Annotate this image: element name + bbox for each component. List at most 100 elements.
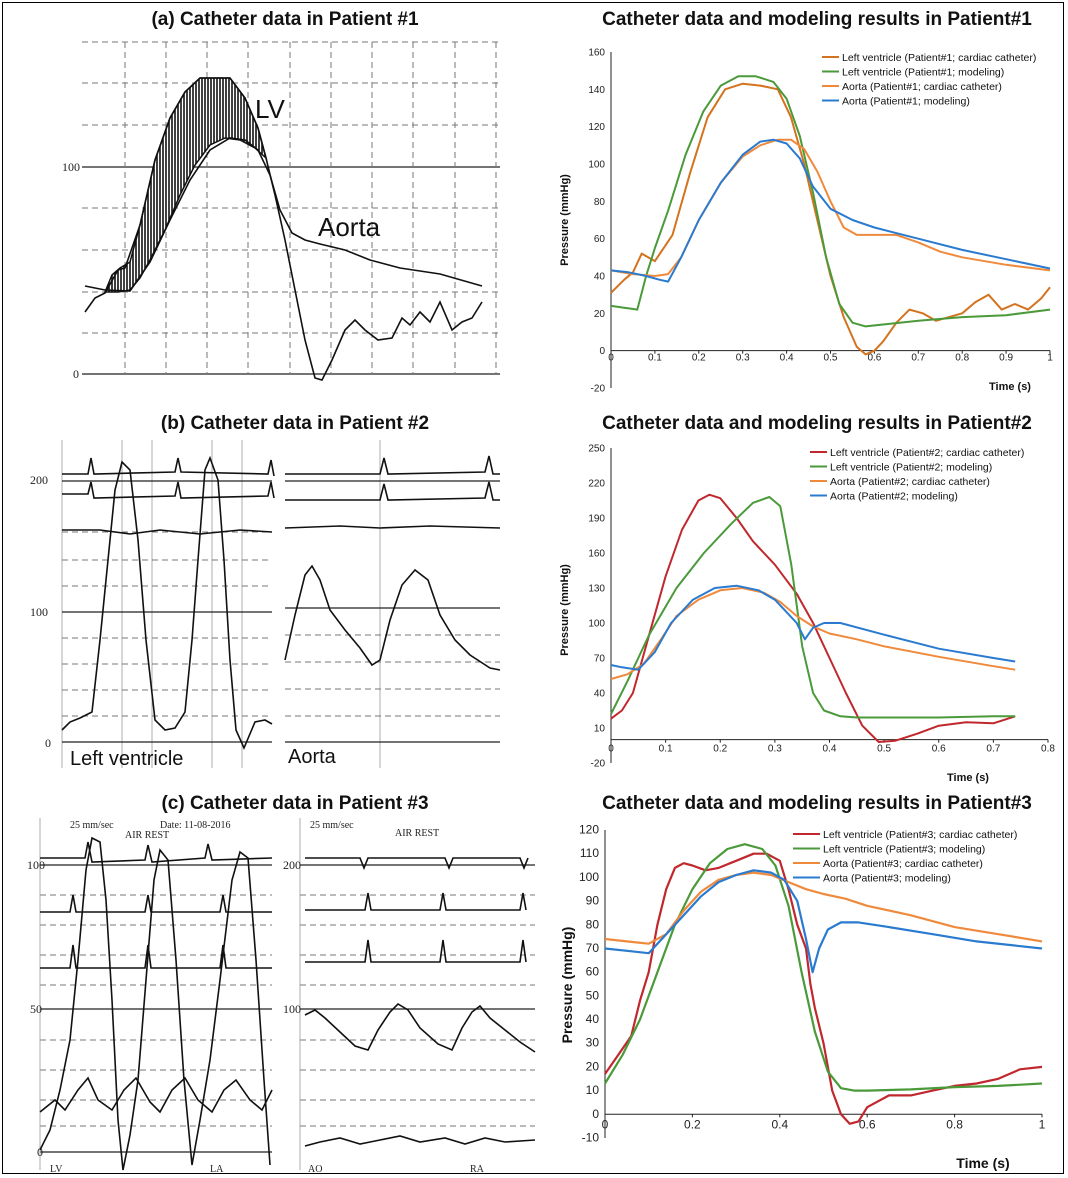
y-tick-label: 100 (588, 619, 605, 630)
chart-title: Catheter data and modeling results in Pa… (602, 793, 1032, 814)
x-tick-label: 0.8 (1041, 744, 1055, 755)
series-line-4 (604, 869, 1043, 974)
panel-b-title: (b) Catheter data in Patient #2 (161, 413, 429, 434)
panel-b-tick-0: 0 (45, 736, 51, 750)
series-line-1 (604, 852, 1043, 1125)
panel-b-lv-label: Left ventricle (70, 748, 183, 770)
y-tick-label: -10 (582, 1131, 600, 1145)
x-tick-label: 1 (1047, 353, 1053, 364)
y-axis-label: Pressure (mmHg) (559, 927, 575, 1044)
panel-a-aorta-label: Aorta (318, 212, 381, 242)
y-tick-label: 160 (588, 48, 605, 59)
y-tick-label: 40 (586, 1012, 600, 1026)
x-tick-label: 0.4 (823, 744, 837, 755)
panel-c-ecg-right-1 (305, 857, 529, 871)
panel-b-ecg-trace-4 (285, 455, 500, 475)
legend-entry: Left ventricle (Patient#2; cardiac cathe… (830, 447, 1024, 459)
y-axis-label: Pressure (mmHg) (559, 174, 571, 266)
panel-c-ecg-left-2 (40, 894, 272, 913)
legend-entry: Aorta (Patient#1; modeling) (842, 96, 970, 108)
panel-c-airrest-left: AIR REST (125, 830, 169, 841)
panel-b-ecg-trace-6 (284, 525, 501, 529)
x-tick-label: 0.3 (736, 353, 750, 364)
legend-entry: Aorta (Patient#3; cardiac catheter) (823, 858, 983, 870)
x-tick-label: 0.2 (713, 744, 727, 755)
panel-c-ecg-right-2 (305, 892, 527, 911)
legend-entry: Left ventricle (Patient#3; cardiac cathe… (823, 829, 1017, 841)
y-tick-label: 80 (586, 917, 600, 931)
y-tick-label: 60 (594, 234, 606, 245)
legend-entry: Left ventricle (Patient#1; modeling) (842, 67, 1004, 79)
panel-b-grid (61, 440, 500, 768)
y-tick-label: 70 (594, 654, 606, 665)
panel-c-tick-200: 200 (283, 858, 301, 872)
panel-c-title: (c) Catheter data in Patient #3 (161, 793, 428, 814)
chart-title: Catheter data and modeling results in Pa… (602, 413, 1032, 434)
x-axis-label: Time (s) (989, 381, 1031, 393)
y-tick-label: 190 (588, 514, 605, 525)
y-tick-label: 0 (592, 1107, 599, 1121)
x-tick-label: 0.3 (768, 744, 782, 755)
y-tick-label: 110 (580, 846, 599, 860)
panel-a-aorta-trace (84, 137, 483, 292)
x-tick-label: 1 (1039, 1117, 1046, 1131)
legend-entry: Aorta (Patient#2; modeling) (830, 491, 958, 503)
panel-a-hatched-area (103, 77, 268, 293)
panel-c-tick-100: 100 (27, 858, 45, 872)
y-tick-label: 160 (588, 549, 605, 560)
panel-b-tick-100: 100 (30, 605, 48, 619)
panel-c-tick-0: 0 (37, 1145, 43, 1159)
panel-c-label-la: LA (210, 1164, 224, 1175)
panel-c-ecg-left-1 (40, 841, 273, 863)
panel-c-la-trace (39, 1076, 273, 1114)
y-tick-label: 10 (594, 724, 606, 735)
y-tick-label: 20 (594, 309, 606, 320)
series-line-1 (610, 82, 1051, 356)
y-tick-label: -20 (591, 384, 606, 395)
panel-c-tick-50: 50 (30, 1002, 42, 1016)
y-tick-label: 100 (588, 160, 605, 171)
series-line-2 (610, 75, 1051, 328)
x-tick-label: 0.8 (946, 1117, 963, 1131)
x-tick-label: 0.2 (692, 353, 706, 364)
series-line-3 (610, 587, 1016, 680)
series-line-4 (610, 584, 1016, 671)
y-tick-label: 140 (588, 85, 605, 96)
x-tick-label: 0.1 (648, 353, 662, 364)
series-line-1 (610, 493, 1016, 743)
y-tick-label: 10 (586, 1083, 600, 1097)
chart-patient2: Catheter data and modeling results in Pa… (559, 413, 1055, 784)
x-tick-label: 0 (608, 744, 614, 755)
x-tick-label: 0 (602, 1117, 609, 1131)
x-tick-label: 0.7 (986, 744, 1000, 755)
y-tick-label: 0 (599, 346, 605, 357)
legend-entry: Aorta (Patient#2; cardiac catheter) (830, 476, 990, 488)
panel-a-title: (a) Catheter data in Patient #1 (151, 9, 419, 30)
panel-a-lv-trace (84, 77, 483, 381)
x-tick-label: 0.7 (911, 353, 925, 364)
panel-b-aorta-label: Aorta (288, 746, 337, 768)
series-line-2 (610, 496, 1016, 719)
x-tick-label: 0.4 (771, 1117, 788, 1131)
y-tick-label: 100 (579, 870, 599, 884)
y-tick-label: 250 (588, 444, 605, 455)
panel-a-lv-label: LV (255, 94, 286, 124)
x-tick-label: 0.1 (659, 744, 673, 755)
y-tick-label: 220 (588, 479, 605, 490)
panel-b-ecg-trace-5 (285, 481, 500, 501)
chart-title: Catheter data and modeling results in Pa… (602, 9, 1032, 30)
series-line-2 (604, 843, 1043, 1092)
panel-c-label-ra: RA (470, 1164, 485, 1175)
y-axis-label: Pressure (mmHg) (559, 564, 571, 656)
x-tick-label: 0.6 (859, 1117, 876, 1131)
panel-c-label-ao: AO (308, 1164, 322, 1175)
panel-c-label-lv: LV (50, 1164, 63, 1175)
y-tick-label: 90 (586, 894, 600, 908)
panel-c-scan: (c) Catheter data in Patient #3 25 mm/se… (27, 793, 536, 1175)
panel-c-airrest-right: AIR REST (395, 828, 439, 839)
panel-c-aorta-trace (304, 1002, 536, 1053)
y-tick-label: 130 (588, 584, 605, 595)
legend-entry: Left ventricle (Patient#3; modeling) (823, 844, 985, 856)
